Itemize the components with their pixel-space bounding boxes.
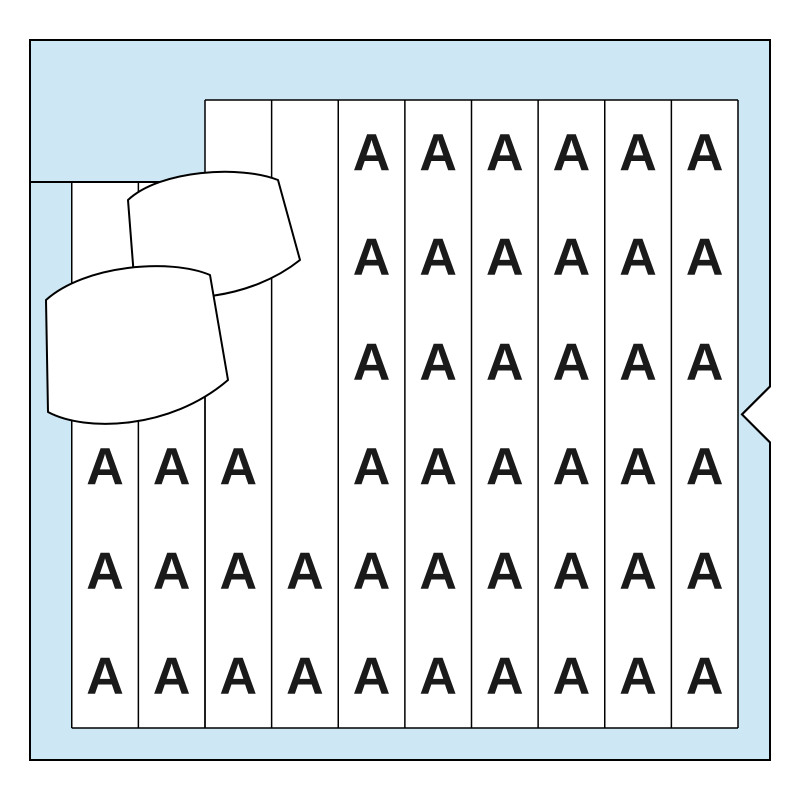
label-column [338,100,405,728]
label-letter: A [220,438,258,496]
label-column [405,100,472,728]
label-letter: A [553,543,591,601]
label-letter: A [686,543,724,601]
label-letter: A [220,647,258,705]
left-label-letter: A [153,438,191,496]
label-letter: A [286,543,324,601]
label-letter: A [686,438,724,496]
label-letter: A [486,229,524,287]
left-label-letter: A [86,438,124,496]
label-letter: A [353,438,391,496]
label-column [605,100,672,728]
label-letter: A [619,543,657,601]
label-letter: A [553,124,591,182]
sticker-sheet-diagram: AAAAAAAAAAAAAAAAAAAAAAAAAAAAAAAAAAAAAAAA… [0,0,800,800]
label-letter: A [353,229,391,287]
label-letter: A [286,647,324,705]
label-letter: A [419,647,457,705]
left-label-letter: A [86,543,124,601]
label-letter: A [486,124,524,182]
label-letter: A [353,647,391,705]
label-letter: A [553,438,591,496]
peel-bottom [46,266,228,424]
label-letter: A [419,438,457,496]
left-label-letter: A [86,647,124,705]
label-letter: A [619,229,657,287]
label-letter: A [619,333,657,391]
label-letter: A [686,124,724,182]
label-column [472,100,539,728]
label-letter: A [553,229,591,287]
label-letter: A [486,647,524,705]
label-letter: A [553,333,591,391]
label-column [538,100,605,728]
label-letter: A [353,333,391,391]
label-letter: A [686,333,724,391]
label-letter: A [486,333,524,391]
label-letter: A [419,124,457,182]
label-letter: A [419,229,457,287]
left-label-letter: A [153,543,191,601]
label-letter: A [686,647,724,705]
label-letter: A [353,543,391,601]
label-letter: A [486,543,524,601]
label-letter: A [419,543,457,601]
label-letter: A [619,124,657,182]
label-column [671,100,738,728]
label-letter: A [619,438,657,496]
left-label-letter: A [153,647,191,705]
label-letter: A [486,438,524,496]
label-letter: A [353,124,391,182]
label-letter: A [419,333,457,391]
label-letter: A [686,229,724,287]
label-letter: A [220,543,258,601]
label-letter: A [553,647,591,705]
label-letter: A [619,647,657,705]
